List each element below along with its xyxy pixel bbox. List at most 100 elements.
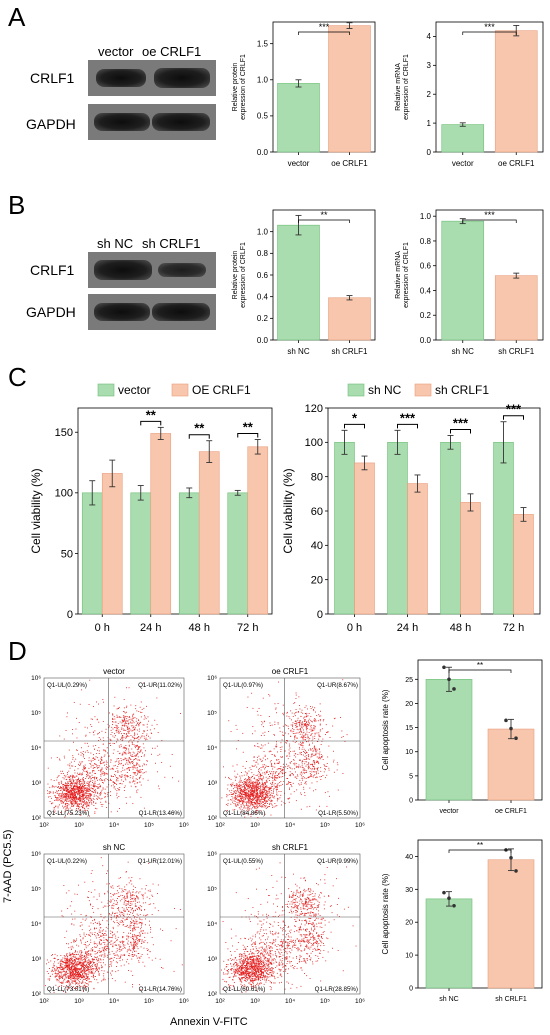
bar bbox=[441, 220, 485, 341]
y-tick-label: 100 bbox=[55, 488, 73, 500]
flow-x-tick-label: 10⁶ bbox=[355, 998, 365, 1005]
flow-x-tick-label: 10⁶ bbox=[179, 822, 189, 829]
bar bbox=[387, 442, 408, 615]
data-point bbox=[452, 687, 456, 691]
panel-letter-a: A bbox=[8, 2, 26, 32]
y-tick-label: 0.4 bbox=[257, 292, 269, 301]
bar bbox=[425, 679, 473, 801]
wb-band bbox=[158, 263, 206, 277]
y-tick-label: 0 bbox=[67, 609, 73, 621]
bar bbox=[130, 492, 152, 615]
flow-y-tick-label: 10³ bbox=[208, 956, 218, 963]
y-axis-label: Relative protein bbox=[232, 251, 239, 300]
quadrant-label-ll: Q1-LL(60.61%) bbox=[223, 986, 265, 993]
y-axis-label: Relative protein bbox=[232, 63, 239, 112]
y-tick-label: 0.8 bbox=[257, 249, 269, 258]
y-axis-label: expression of CRLF1 bbox=[240, 54, 247, 120]
wb-row-label: CRLF1 bbox=[30, 70, 75, 86]
x-tick-label: sh CRLF1 bbox=[495, 996, 527, 1003]
data-point bbox=[447, 896, 451, 901]
bar bbox=[101, 473, 123, 615]
bar-chart-d-apoptosis-oe: 0 5 10 15 20 25 Cell apoptosis rate (%) vector o… bbox=[381, 659, 543, 815]
legend-label: vector bbox=[118, 383, 151, 397]
y-tick-label: 1.5 bbox=[257, 39, 269, 48]
y-tick-label: 0 bbox=[409, 797, 413, 804]
bar-chart-b-protein: 0.0 0.2 0.4 0.6 0.8 1.0 Relative protein expres… bbox=[232, 209, 376, 356]
significance-bracket bbox=[298, 31, 350, 35]
x-tick-label: 48 h bbox=[450, 622, 471, 634]
bar bbox=[334, 442, 355, 615]
data-point bbox=[509, 855, 513, 860]
y-tick-label: 20 bbox=[311, 575, 323, 587]
significance-label: ** bbox=[320, 210, 328, 220]
y-tick-label: 80 bbox=[311, 472, 323, 484]
quadrant-label-lr: Q1-LR(13.46%) bbox=[139, 810, 182, 817]
y-tick-label: 15 bbox=[405, 725, 413, 732]
y-tick-label: 0.2 bbox=[257, 314, 269, 323]
quadrant-label-ur: Q1-UR(9.99%) bbox=[317, 858, 358, 865]
bar bbox=[487, 728, 535, 801]
significance-label: *** bbox=[400, 410, 416, 425]
y-tick-label: 100 bbox=[305, 437, 323, 449]
flow-y-tick-label: 10⁵ bbox=[207, 710, 217, 717]
bar bbox=[440, 442, 461, 615]
wb-band bbox=[96, 69, 146, 87]
bar bbox=[460, 502, 481, 615]
significance-bracket bbox=[344, 423, 365, 429]
y-tick-label: 1.0 bbox=[420, 212, 432, 221]
plot-frame bbox=[435, 209, 544, 341]
significance-label: ** bbox=[243, 420, 254, 435]
wb-row-label: GAPDH bbox=[26, 116, 76, 132]
significance-bracket bbox=[450, 428, 471, 434]
flow-dot-cloud bbox=[45, 857, 183, 993]
y-tick-label: 0.2 bbox=[420, 311, 432, 320]
y-axis-label: Relative mRNA bbox=[395, 63, 402, 111]
bar bbox=[277, 224, 320, 341]
bar-chart-a-protein: 0.0 0.5 1.0 1.5 Relative protein expression o… bbox=[232, 21, 376, 168]
flow-y-tick-label: 10² bbox=[32, 991, 42, 998]
quadrant-label-lr: Q1-LR(5.50%) bbox=[318, 810, 358, 817]
flow-y-tick-label: 10² bbox=[32, 815, 42, 822]
flow-y-tick-label: 10⁶ bbox=[207, 675, 217, 682]
wb-band bbox=[152, 303, 210, 321]
y-tick-label: 20 bbox=[405, 701, 413, 708]
wb-lane-label: sh NC bbox=[97, 236, 134, 251]
y-tick-label: 150 bbox=[55, 427, 73, 439]
wb-lane-label: vector bbox=[98, 44, 134, 59]
significance-label: *** bbox=[484, 210, 495, 220]
y-tick-label: 0.0 bbox=[420, 336, 432, 345]
significance-label: ** bbox=[194, 421, 205, 436]
significance-bracket bbox=[462, 31, 517, 35]
significance-bracket bbox=[237, 433, 259, 438]
flow-x-tick-label: 10⁶ bbox=[355, 822, 365, 829]
plot-frame bbox=[435, 21, 544, 153]
y-tick-label: 0 bbox=[427, 148, 432, 157]
plot-frame bbox=[272, 21, 376, 153]
data-point bbox=[442, 665, 446, 670]
bar bbox=[494, 275, 538, 341]
significance-label: *** bbox=[484, 22, 495, 32]
flow-plot-title: sh NC bbox=[103, 843, 125, 852]
flow-x-axis-title: Annexin V-FITC bbox=[170, 1016, 248, 1028]
y-tick-label: 4 bbox=[427, 32, 432, 41]
flow-plot-title: vector bbox=[103, 667, 125, 676]
flow-x-tick-label: 10⁴ bbox=[109, 822, 119, 829]
y-tick-label: 0.0 bbox=[257, 148, 269, 157]
wb-band bbox=[94, 303, 150, 321]
x-tick-label: 72 h bbox=[237, 622, 258, 634]
significance-bracket bbox=[397, 423, 418, 429]
flow-plot-title: sh CRLF1 bbox=[272, 843, 309, 852]
x-tick-label: 0 h bbox=[95, 622, 110, 634]
flow-y-tick-label: 10³ bbox=[32, 956, 42, 963]
quadrant-label-ll: Q1-LL(75.23%) bbox=[47, 810, 89, 817]
x-tick-label: sh CRLF1 bbox=[498, 347, 535, 356]
flow-x-tick-label: 10³ bbox=[250, 998, 260, 1005]
y-tick-label: 0.6 bbox=[257, 271, 269, 280]
bar bbox=[493, 442, 514, 615]
y-axis-label: expression of CRLF1 bbox=[240, 242, 247, 308]
wb-band bbox=[94, 260, 152, 280]
plot-frame bbox=[417, 659, 543, 801]
flow-plot-frame bbox=[219, 853, 361, 995]
x-tick-label: vector bbox=[288, 159, 310, 168]
x-tick-label: oe CRLF1 bbox=[495, 808, 527, 815]
